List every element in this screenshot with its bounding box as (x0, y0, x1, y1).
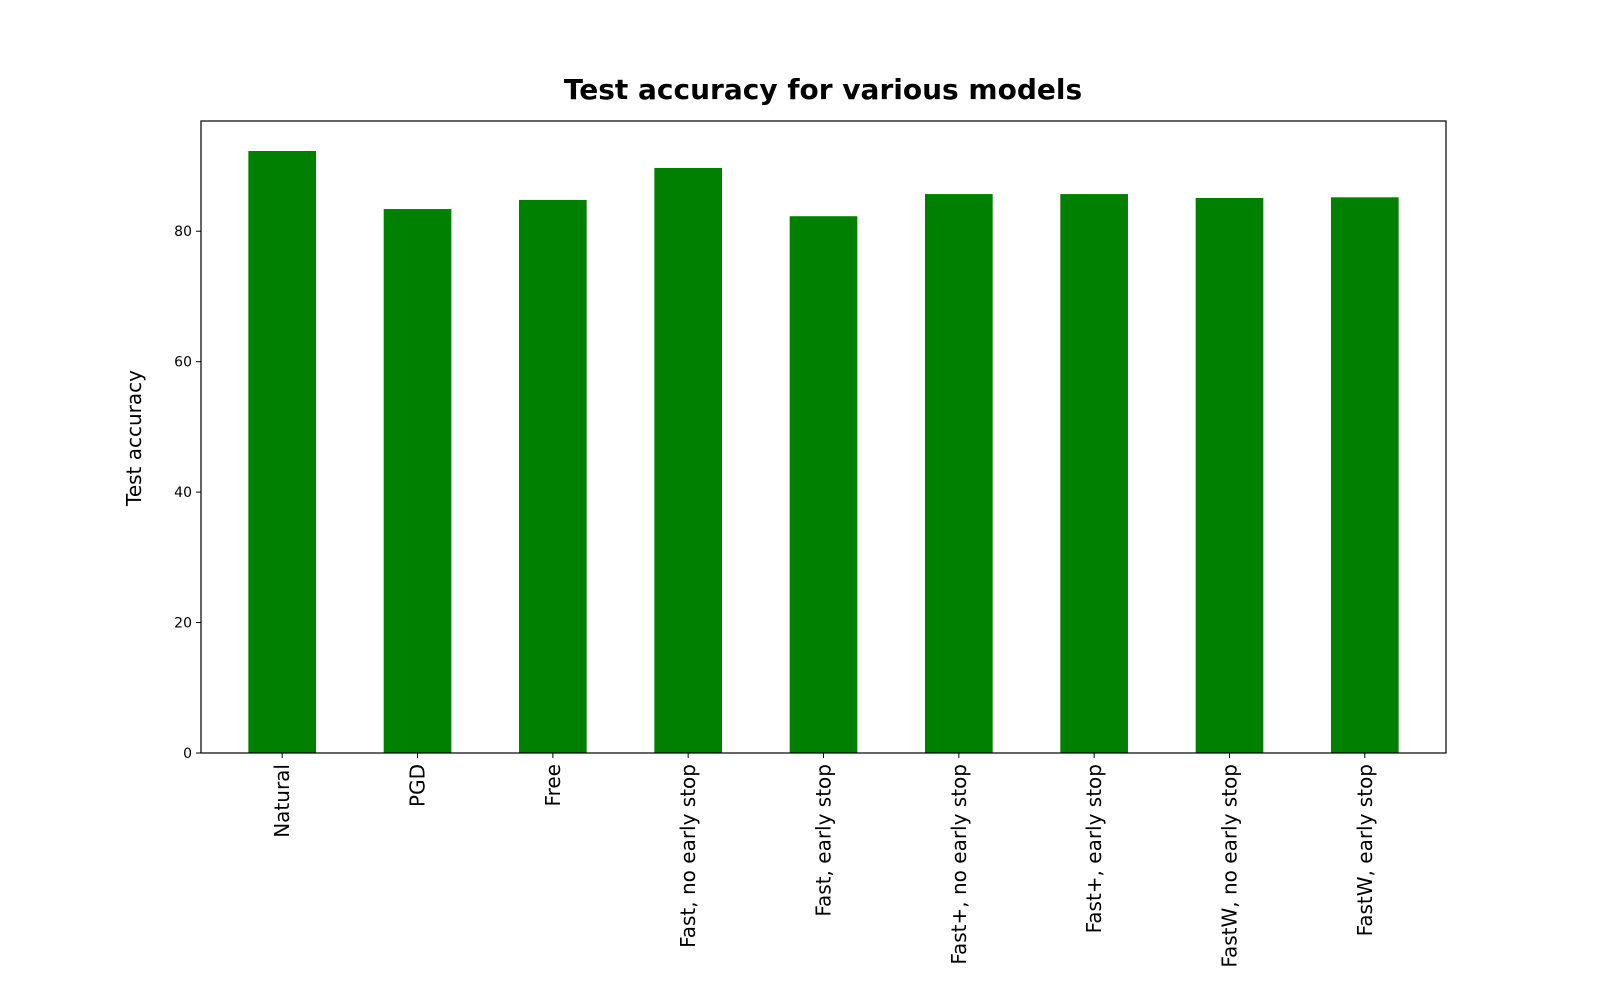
x-tick-label-7: FastW, no early stop (1217, 764, 1241, 968)
y-axis-label: Test accuracy (122, 370, 146, 507)
bar-4 (789, 216, 858, 754)
x-tick-label-0: Natural (270, 764, 294, 838)
x-tick-label-5: Fast+, no early stop (947, 764, 971, 965)
x-tick-label-3: Fast, no early stop (676, 764, 700, 948)
bar-0 (248, 151, 317, 753)
x-tick-label-4: Fast, early stop (812, 764, 836, 917)
x-tick-label-6: Fast+, early stop (1082, 764, 1106, 933)
x-tick-label-1: PGD (406, 764, 430, 807)
plot-frame (200, 120, 1447, 754)
bar-2 (519, 199, 587, 754)
x-tick-label-8: FastW, early stop (1353, 764, 1377, 936)
bar-1 (383, 209, 452, 754)
bars-layer (248, 151, 1399, 754)
y-tick-label-0: 0 (183, 746, 192, 762)
y-axis: 0 20 40 60 80 (174, 224, 201, 762)
y-tick-label-4: 80 (174, 224, 192, 240)
y-tick-label-1: 20 (174, 616, 192, 632)
y-tick-label-3: 60 (174, 355, 192, 371)
bar-8 (1330, 197, 1399, 753)
bar-6 (1060, 194, 1128, 754)
x-axis: Natural PGD Free Fast, no early stop Fast, e… (270, 753, 1377, 968)
bar-7 (1195, 197, 1264, 753)
y-tick-label-2: 40 (174, 485, 192, 501)
bar-3 (654, 167, 722, 753)
bar-5 (924, 194, 993, 754)
chart-title: Test accuracy for various models (564, 73, 1082, 106)
x-tick-label-2: Free (541, 764, 565, 806)
